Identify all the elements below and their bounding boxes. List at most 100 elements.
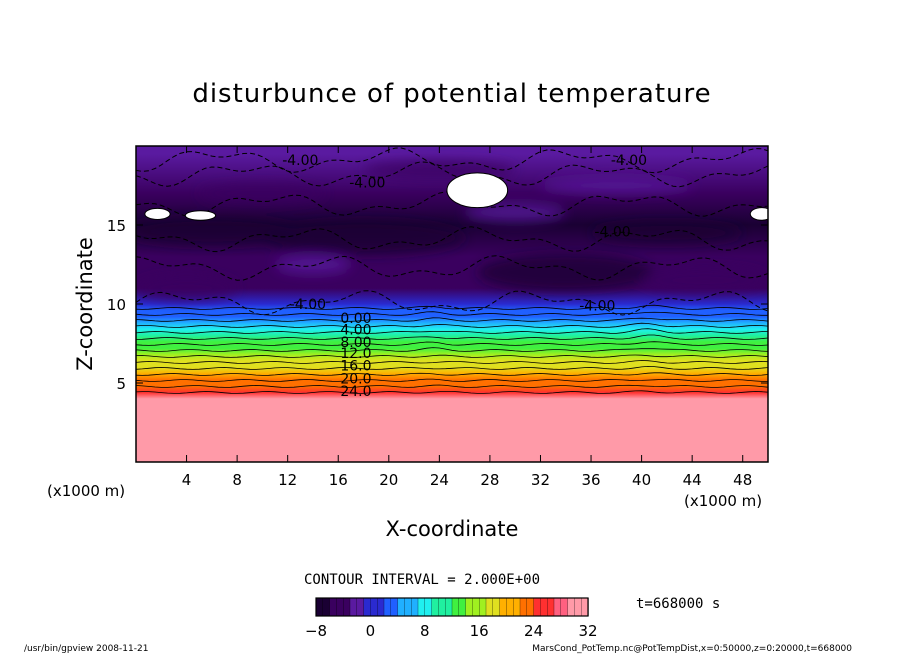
- colorbar-swatch: [370, 597, 378, 617]
- colorbar-swatch: [349, 597, 358, 617]
- colorbar-swatch: [533, 597, 542, 617]
- colorbar-swatch: [417, 597, 426, 617]
- x-tick-label: 4: [182, 471, 192, 489]
- white-region: [144, 207, 171, 220]
- footer-right: MarsCond_PotTemp.nc@PotTempDist,x=0:5000…: [532, 644, 852, 654]
- field-streak: [540, 177, 693, 194]
- contour-line-dashed: [136, 255, 768, 281]
- contour-label: -4.00: [611, 153, 647, 169]
- colorbar-swatch: [574, 597, 582, 617]
- contour-line: [136, 360, 768, 364]
- colorbar-swatch: [472, 597, 480, 617]
- contour-label: 0.00: [340, 311, 371, 327]
- x-unit-right: (x1000 m): [684, 492, 762, 510]
- colorbar-swatch: [451, 597, 460, 617]
- field-streak: [136, 275, 238, 301]
- field-streak: [136, 217, 301, 246]
- y-tick-label: 10: [107, 296, 126, 314]
- field-streak: [262, 220, 465, 256]
- plot-area: -4.00 -4.00 -4.00 -4.00 -4.00 -4.00 0.004.008.…: [136, 146, 768, 462]
- colorbar-swatch: [560, 597, 569, 617]
- colorbar-swatch: [519, 597, 528, 617]
- contour-label: -4.00: [594, 224, 630, 240]
- x-tick-label: 24: [430, 471, 449, 489]
- colorbar-frame: [315, 597, 589, 617]
- colorbar-swatch: [547, 597, 555, 617]
- contour-label: 20.0: [340, 371, 371, 387]
- contour-line: [136, 378, 768, 382]
- colorbar-swatch: [485, 597, 494, 617]
- contour-lines: [136, 147, 768, 394]
- contour-label: -4.00: [349, 175, 385, 191]
- colorbar-swatch: [553, 597, 562, 617]
- field-streak: [477, 253, 655, 292]
- x-tick-label: 16: [329, 471, 348, 489]
- field-streak: [199, 183, 326, 203]
- contour-line: [136, 317, 768, 322]
- x-axis-ticks: 4 8 12 16 20 24 28 32 36 40 44 48: [182, 146, 752, 489]
- colorbar-swatch: [438, 597, 446, 617]
- x-tick-label: 44: [683, 471, 702, 489]
- x-tick-label: 8: [232, 471, 242, 489]
- colorbar-swatch: [356, 597, 365, 617]
- contour-label: 16.0: [340, 359, 371, 375]
- colorbar-swatch: [513, 597, 521, 617]
- x-tick-label: 12: [278, 471, 297, 489]
- colorbar-swatch: [383, 597, 392, 617]
- colorbar-swatch: [479, 597, 487, 617]
- undefined-regions: [144, 172, 768, 221]
- contour-interval-text: CONTOUR INTERVAL = 2.000E+00: [304, 572, 540, 588]
- colorbar-swatch: [567, 597, 576, 617]
- contour-line: [136, 328, 768, 334]
- colorbar-swatch: [322, 597, 331, 617]
- contour-labels: -4.00 -4.00 -4.00 -4.00 -4.00 -4.00 0.004.008.…: [282, 153, 647, 400]
- field-streak: [275, 255, 351, 274]
- y-axis-label: Z-coordinate: [73, 237, 97, 371]
- y-tick-label: 5: [116, 375, 126, 393]
- contour-label: 24.0: [340, 384, 371, 400]
- contour-line-dashed: [136, 191, 768, 218]
- x-axis-label: X-coordinate: [386, 517, 519, 541]
- field-streak: [591, 221, 743, 244]
- colorbar-swatch: [411, 597, 419, 617]
- contour-label: 4.00: [340, 322, 371, 338]
- footer-left: /usr/bin/gpview 2008-11-21: [24, 644, 148, 654]
- colorbar-swatch: [506, 597, 514, 617]
- x-tick-label: 28: [480, 471, 499, 489]
- colorbar-tick-label: −8: [305, 622, 327, 640]
- contour-line: [136, 372, 768, 376]
- x-tick-label: 32: [531, 471, 550, 489]
- contour-line: [136, 354, 768, 358]
- x-unit-left: (x1000 m): [47, 482, 125, 500]
- colorbar-tick-label: 8: [420, 622, 430, 640]
- colorbar-tick-label: 16: [470, 622, 489, 640]
- contour-line: [136, 311, 768, 316]
- contour-line: [136, 341, 768, 346]
- colorbar-swatch: [336, 597, 344, 617]
- colorbar-swatch: [499, 597, 508, 617]
- field-streak: [464, 202, 566, 222]
- colorbar-swatch: [329, 597, 338, 617]
- contour-label: -4.00: [282, 153, 318, 169]
- contour-line-dashed: [136, 226, 768, 253]
- colorbar-swatch: [526, 597, 535, 617]
- x-tick-label: 48: [733, 471, 752, 489]
- chart-title: disturbunce of potential temperature: [192, 79, 711, 109]
- colorbar-swatch: [424, 597, 433, 617]
- contour-label: -4.00: [290, 297, 326, 313]
- contour-line: [136, 322, 768, 328]
- contour-line-dashed: [136, 161, 768, 188]
- colorbar-ticks: −8 0 8 16 24 32: [305, 622, 598, 640]
- y-axis-ticks: 5 10 15: [107, 217, 768, 393]
- colorbar-swatch: [431, 597, 440, 617]
- colorbar-swatch: [458, 597, 467, 617]
- contour-line: [136, 390, 768, 394]
- colorbar-swatch: [397, 597, 406, 617]
- y-tick-label: 15: [107, 217, 126, 235]
- field-streak: [641, 267, 768, 293]
- contour-line: [136, 334, 768, 340]
- colorbar-swatch: [390, 597, 399, 617]
- colorbar-swatch: [404, 597, 412, 617]
- contour-label: -4.00: [579, 299, 615, 315]
